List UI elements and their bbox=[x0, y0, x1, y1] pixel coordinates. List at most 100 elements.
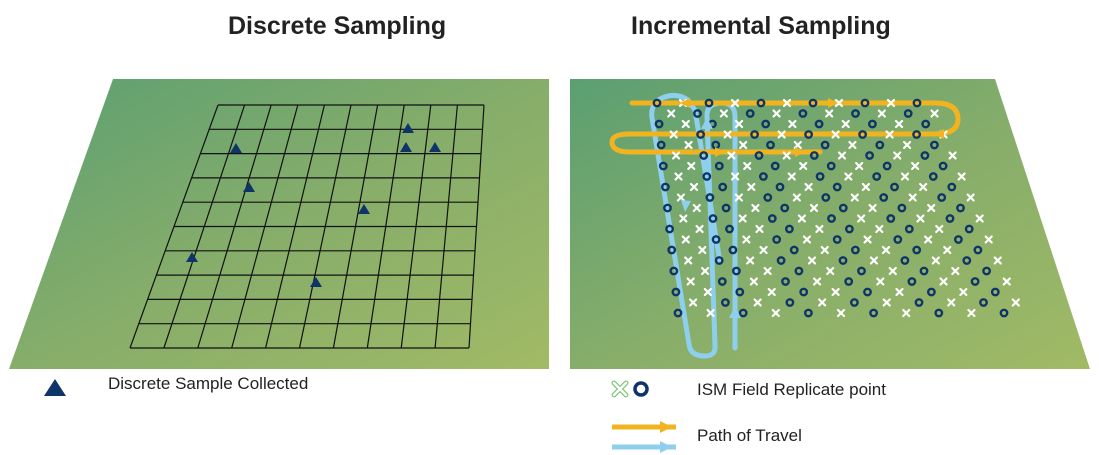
arrow-icon bbox=[729, 306, 741, 318]
triangle-marker-icon bbox=[243, 182, 255, 192]
cross-marker-icon bbox=[777, 130, 786, 139]
circle-marker-icon bbox=[656, 140, 666, 150]
circle-marker-icon bbox=[665, 224, 674, 234]
circle-marker-icon bbox=[732, 266, 741, 276]
cross-marker-icon bbox=[943, 245, 952, 255]
cross-marker-icon bbox=[877, 109, 886, 118]
cross-marker-icon bbox=[759, 245, 768, 255]
cross-marker-icon bbox=[731, 172, 740, 181]
circle-marker-icon bbox=[919, 266, 929, 276]
circle-marker-icon bbox=[770, 161, 780, 171]
cross-marker-icon bbox=[931, 256, 940, 265]
cross-marker-icon bbox=[939, 277, 948, 286]
cross-marker-icon bbox=[743, 161, 752, 171]
circle-marker-icon bbox=[633, 381, 649, 397]
cross-marker-icon bbox=[993, 256, 1002, 265]
circle-marker-icon bbox=[962, 256, 972, 265]
cross-marker-icon bbox=[820, 245, 829, 255]
cross-marker-icon bbox=[836, 308, 846, 318]
triangle-marker-icon bbox=[429, 142, 441, 152]
triangle-marker-icon bbox=[44, 379, 66, 396]
cross-marker-icon bbox=[686, 277, 695, 286]
cross-marker-icon bbox=[975, 214, 984, 223]
circle-marker-icon bbox=[663, 203, 672, 213]
circle-marker-icon bbox=[850, 298, 859, 307]
circle-marker-icon bbox=[735, 287, 745, 297]
cross-marker-icon bbox=[927, 203, 936, 213]
cross-marker-icon bbox=[948, 151, 957, 160]
arrow-icon bbox=[828, 98, 838, 108]
circle-marker-icon bbox=[761, 119, 771, 129]
circle-marker-icon bbox=[979, 298, 988, 307]
cross-marker-icon bbox=[772, 109, 781, 118]
circle-marker-icon bbox=[772, 235, 782, 244]
cross-marker-icon bbox=[804, 182, 813, 192]
circle-marker-icon bbox=[999, 308, 1009, 318]
circle-marker-icon bbox=[886, 214, 896, 223]
cross-marker-icon bbox=[793, 140, 802, 150]
circle-marker-icon bbox=[705, 193, 715, 202]
cross-marker-icon bbox=[671, 151, 681, 160]
arrow-icon bbox=[934, 129, 944, 139]
cross-marker-icon bbox=[902, 308, 911, 318]
cross-marker-icon bbox=[818, 298, 827, 307]
cross-marker-icon bbox=[700, 266, 710, 276]
cross-marker-icon bbox=[855, 161, 864, 171]
cross-marker-icon bbox=[886, 98, 896, 108]
circle-marker-icon bbox=[767, 214, 777, 223]
triangle-marker-icon bbox=[400, 142, 412, 152]
cross-marker-icon bbox=[763, 266, 772, 276]
circle-marker-icon bbox=[714, 256, 724, 265]
discrete-sampling-title: Discrete Sampling bbox=[228, 12, 447, 40]
circle-marker-icon bbox=[954, 235, 963, 244]
arrow-icon bbox=[681, 200, 691, 212]
circle-marker-icon bbox=[912, 130, 921, 139]
circle-marker-icon bbox=[814, 119, 824, 129]
arrow-icon bbox=[680, 98, 690, 108]
circle-marker-icon bbox=[826, 161, 836, 171]
cross-marker-icon bbox=[959, 287, 968, 297]
legend-path-icon bbox=[612, 421, 676, 453]
circle-marker-icon bbox=[882, 161, 892, 171]
cross-marker-icon bbox=[834, 98, 844, 108]
incremental-field bbox=[570, 79, 1090, 369]
circle-marker-icon bbox=[900, 256, 910, 265]
cross-marker-icon bbox=[919, 182, 928, 192]
cross-marker-icon bbox=[689, 182, 699, 192]
circle-marker-icon bbox=[789, 245, 799, 255]
circle-marker-icon bbox=[673, 308, 683, 318]
circle-marker-icon bbox=[912, 98, 922, 108]
discrete-field bbox=[9, 79, 549, 369]
circle-marker-icon bbox=[914, 298, 924, 307]
circle-marker-icon bbox=[912, 245, 922, 255]
circle-marker-icon bbox=[982, 266, 991, 276]
cross-marker-icon bbox=[857, 214, 866, 223]
circle-marker-icon bbox=[780, 203, 790, 213]
discrete-samples bbox=[186, 123, 441, 287]
circle-marker-icon bbox=[920, 151, 930, 160]
circle-marker-icon bbox=[669, 266, 679, 276]
cross-marker-icon bbox=[1011, 298, 1020, 307]
cross-marker-icon bbox=[916, 214, 925, 223]
circle-marker-icon bbox=[903, 109, 913, 118]
circle-marker-icon bbox=[879, 193, 889, 202]
cross-marker-icon bbox=[684, 140, 693, 150]
circle-marker-icon bbox=[964, 224, 974, 234]
circle-marker-icon bbox=[704, 98, 714, 108]
cross-marker-icon bbox=[875, 224, 884, 234]
cross-marker-icon bbox=[755, 224, 764, 234]
cross-marker-icon bbox=[850, 193, 859, 202]
cross-marker-icon bbox=[984, 235, 993, 244]
cross-marker-icon bbox=[881, 245, 891, 255]
circle-marker-icon bbox=[904, 224, 914, 234]
cross-marker-icon bbox=[967, 308, 976, 318]
cross-marker-icon bbox=[771, 308, 780, 318]
circle-marker-icon bbox=[815, 172, 825, 181]
circle-marker-icon bbox=[809, 151, 819, 160]
cross-marker-icon bbox=[747, 182, 756, 192]
circle-marker-icon bbox=[652, 98, 662, 108]
triangle-marker-icon bbox=[186, 252, 198, 262]
cross-marker-icon bbox=[869, 256, 879, 265]
cross-marker-icon bbox=[900, 172, 910, 181]
